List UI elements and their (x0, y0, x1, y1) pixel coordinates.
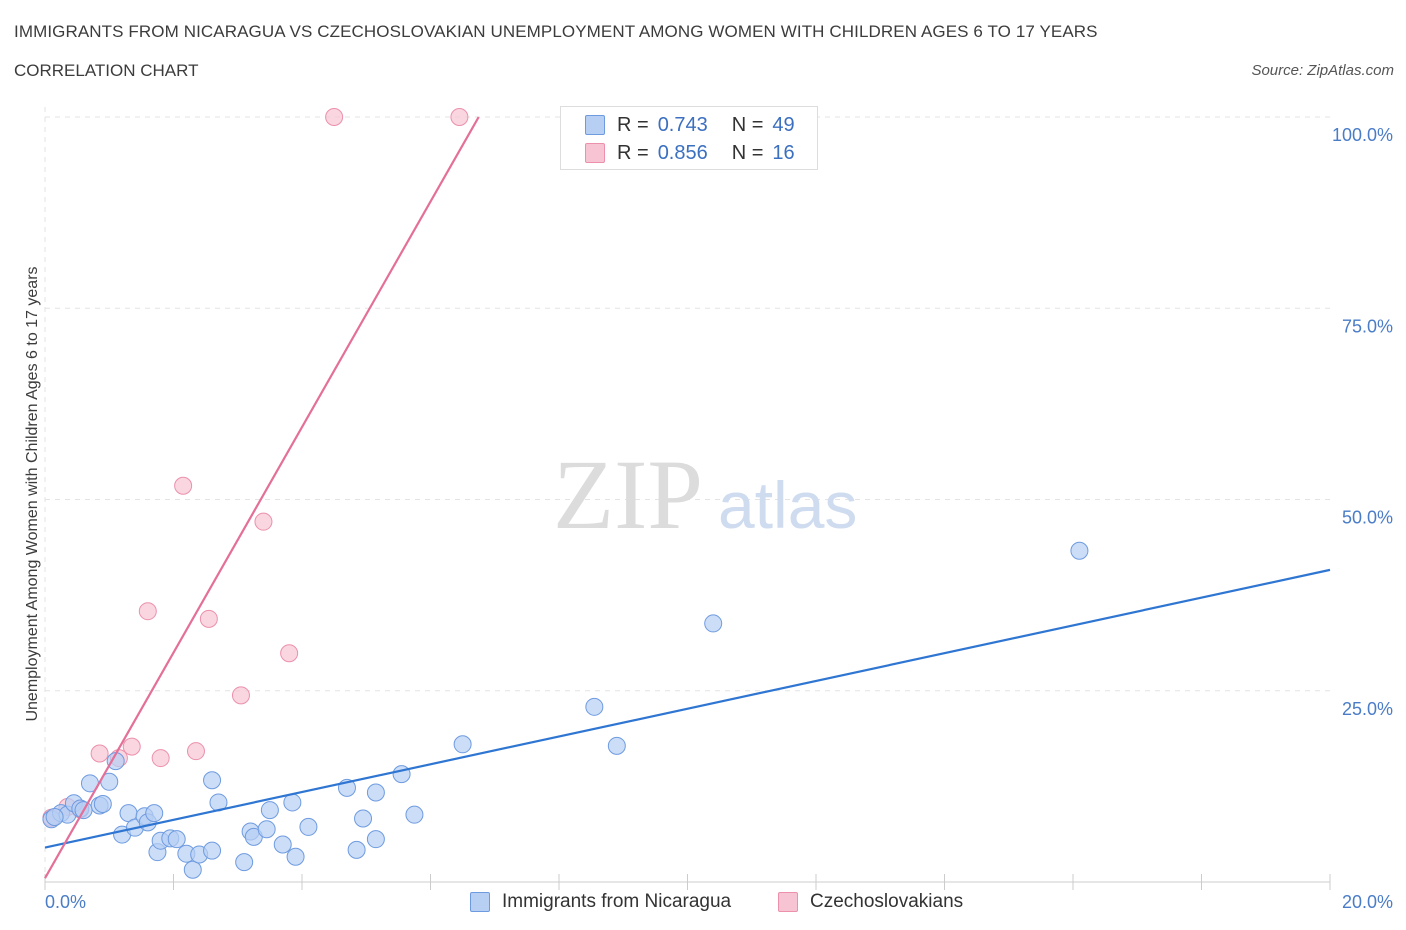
data-point-nicaragua (203, 771, 222, 790)
data-point-nicaragua (273, 835, 292, 854)
y-tick-label: 50.0% (1342, 508, 1393, 528)
data-point-nicaragua (366, 783, 385, 802)
y-tick-label: 25.0% (1342, 699, 1393, 719)
legend-label-nicaragua: Immigrants from Nicaragua (502, 891, 732, 912)
data-point-nicaragua (93, 794, 112, 813)
data-point-czechoslovakians (90, 744, 109, 763)
data-point-nicaragua (354, 809, 373, 828)
legend-swatch-blue (585, 115, 605, 135)
data-point-czechoslovakians (186, 742, 205, 761)
data-point-nicaragua (183, 860, 202, 879)
legend-item-czechoslovakians[interactable]: Czechoslovakians (778, 890, 963, 914)
legend-row-nicaragua: R = 0.743 N = 49 (585, 113, 795, 137)
data-point-nicaragua (405, 805, 424, 824)
watermark-atlas: atlas (718, 468, 857, 542)
data-point-nicaragua (366, 830, 385, 849)
legend-n-value: 49 (772, 113, 795, 136)
data-point-nicaragua (260, 801, 279, 820)
legend-swatch-blue (470, 892, 490, 912)
trend-layer (44, 116, 1331, 879)
data-point-nicaragua (257, 820, 276, 839)
legend-r-label: R = (617, 113, 649, 136)
legend-n-value: 16 (772, 141, 795, 164)
legend-swatch-pink (778, 892, 798, 912)
data-point-nicaragua (145, 804, 164, 823)
legend-n-label: N = (731, 113, 764, 136)
legend-r-value: 0.856 (657, 141, 708, 164)
data-point-nicaragua (45, 807, 64, 826)
tick-label-layer: 100.0% 75.0% 50.0% 25.0% 0.0% 20.0% (45, 125, 1393, 912)
source-credit: Source: ZipAtlas.com (1251, 62, 1394, 79)
y-tick-label: 100.0% (1332, 125, 1393, 145)
points-layer (42, 108, 1089, 879)
legend-r-label: R = (617, 141, 649, 164)
data-point-czechoslovakians (122, 737, 141, 756)
data-point-nicaragua (235, 853, 254, 872)
legend-r-value: 0.743 (657, 113, 708, 136)
data-point-nicaragua (1070, 541, 1089, 560)
data-point-nicaragua (167, 830, 186, 849)
trendline-nicaragua (44, 568, 1331, 849)
data-point-nicaragua (607, 736, 626, 755)
data-point-nicaragua (347, 840, 366, 859)
data-point-czechoslovakians (325, 108, 344, 126)
legend-label-czechoslovakians: Czechoslovakians (810, 891, 964, 912)
legend-swatch-pink (585, 143, 605, 163)
x-tick-label: 0.0% (45, 892, 86, 912)
data-point-nicaragua (299, 817, 318, 836)
data-point-czechoslovakians (280, 644, 299, 663)
data-point-czechoslovakians (174, 476, 193, 495)
data-point-nicaragua (203, 841, 222, 860)
data-point-nicaragua (286, 847, 305, 866)
data-point-nicaragua (453, 735, 472, 754)
data-point-czechoslovakians (151, 749, 170, 768)
chart-title: IMMIGRANTS FROM NICARAGUA VS CZECHOSLOVA… (14, 22, 1098, 41)
legend-n-label: N = (731, 141, 764, 164)
data-point-czechoslovakians (254, 512, 273, 531)
data-point-nicaragua (585, 697, 604, 716)
y-tick-label: 75.0% (1342, 316, 1393, 336)
y-axis-label: Unemployment Among Women with Children A… (24, 266, 41, 721)
legend-row-czechoslovakians: R = 0.856 N = 16 (585, 141, 795, 165)
axis-layer (44, 874, 1331, 890)
x-tick-label: 20.0% (1342, 892, 1393, 912)
data-point-czechoslovakians (199, 609, 218, 628)
trendline-czechoslovakians (44, 116, 480, 879)
legend-item-nicaragua[interactable]: Immigrants from Nicaragua (470, 890, 731, 914)
chart-subtitle: CORRELATION CHART (14, 61, 199, 80)
data-point-czechoslovakians (138, 602, 157, 621)
watermark-zip: ZIP (553, 439, 703, 550)
stats-legend: R = 0.743 N = 49 R = 0.856 N = 16 (560, 106, 818, 170)
watermark: ZIP atlas (553, 439, 857, 550)
data-point-czechoslovakians (231, 686, 250, 705)
data-point-czechoslovakians (450, 108, 469, 126)
data-point-nicaragua (704, 614, 723, 633)
